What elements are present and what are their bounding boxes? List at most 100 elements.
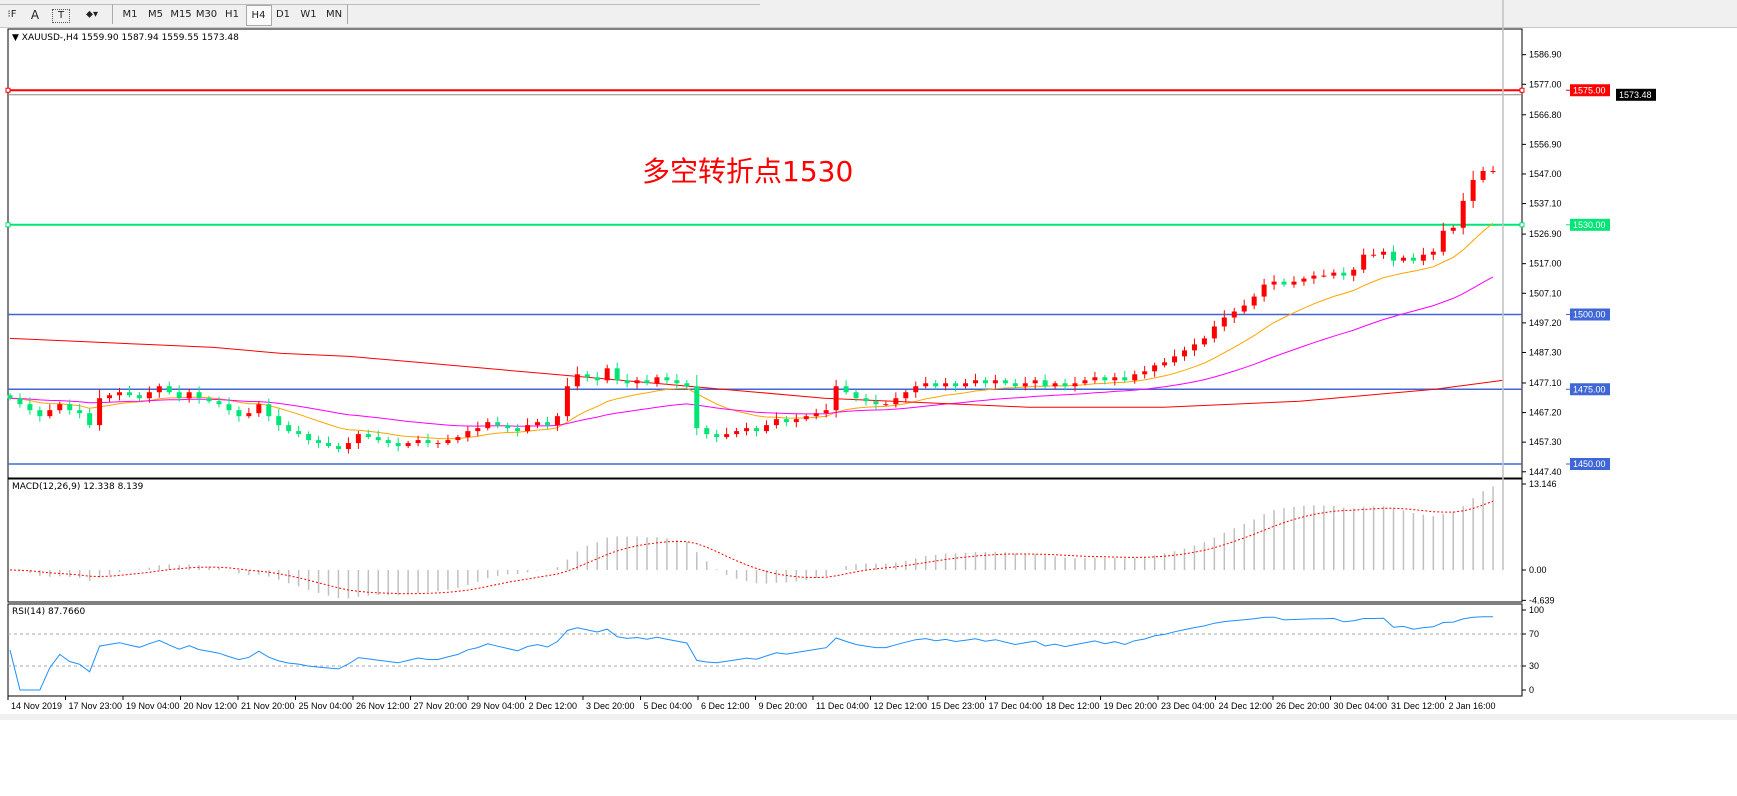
timeframe-m1[interactable]: M1 [122,9,138,20]
candle[interactable] [624,373,630,388]
candle[interactable] [1341,267,1347,280]
candle[interactable] [1371,248,1377,258]
candle[interactable] [196,386,202,404]
candle[interactable] [455,434,461,444]
candle[interactable] [763,420,769,434]
candle[interactable] [1301,276,1307,286]
candle[interactable] [604,364,610,384]
candle[interactable] [286,421,292,434]
candle[interactable] [47,404,53,419]
candle[interactable] [953,381,959,392]
timeframe-mn[interactable]: MN [325,9,343,20]
candle[interactable] [783,415,789,427]
candle[interactable] [634,376,640,389]
candle[interactable] [574,366,580,391]
timeframe-d1[interactable]: D1 [275,9,291,20]
candle[interactable] [475,421,481,437]
candle[interactable] [1181,346,1187,361]
candle[interactable] [963,378,969,389]
candle[interactable] [355,430,361,449]
timeframe-m5[interactable]: M5 [148,9,163,20]
candle[interactable] [166,381,172,395]
candle[interactable] [226,397,232,415]
candle[interactable] [1191,338,1197,356]
candle[interactable] [67,399,73,415]
candle[interactable] [734,427,740,438]
candle[interactable] [1102,375,1108,385]
candle[interactable] [744,422,750,436]
candle[interactable] [873,394,879,410]
candle[interactable] [982,376,988,388]
candle[interactable] [515,423,521,437]
timeframe-h4[interactable]: H4 [245,5,272,26]
candle[interactable] [773,412,779,429]
candle[interactable] [654,374,660,387]
candle[interactable] [694,375,700,436]
candle[interactable] [276,408,282,431]
candle[interactable] [256,401,262,417]
candle[interactable] [1241,299,1247,314]
candle[interactable] [1142,365,1148,379]
candle[interactable] [1062,378,1068,391]
candle[interactable] [1002,378,1008,386]
candle[interactable] [554,413,560,431]
candle[interactable] [664,372,670,385]
candle[interactable] [335,442,341,453]
candle[interactable] [57,401,63,414]
candle[interactable] [1092,371,1098,384]
candle[interactable] [1251,293,1257,310]
candle[interactable] [1271,275,1277,290]
candle[interactable] [943,377,949,391]
candle[interactable] [923,376,929,389]
collapse-triangle-icon[interactable]: ▼ [12,33,19,43]
candle[interactable] [1281,278,1287,287]
candle[interactable] [863,393,869,406]
candle[interactable] [813,408,819,420]
chart-canvas[interactable]: 1586.90 1577.00 1566.80 1556.90 1547.00 1537.… [0,0,1737,714]
candle[interactable] [1082,376,1088,386]
candle[interactable] [1211,320,1217,343]
candle[interactable] [823,403,829,418]
candle[interactable] [1072,376,1078,392]
level-handle[interactable] [1519,222,1525,228]
candle[interactable] [1032,376,1038,389]
candle[interactable] [395,437,401,452]
candle[interactable] [266,398,272,422]
candle[interactable] [1052,381,1058,390]
candle[interactable] [1321,269,1327,278]
arrows-icon[interactable]: ⬥▾ [85,9,99,20]
candle[interactable] [246,407,252,419]
candle[interactable] [754,425,759,437]
candle[interactable] [1311,271,1317,284]
candle[interactable] [1430,248,1436,260]
candle[interactable] [365,429,371,440]
candle[interactable] [1420,247,1426,266]
candle[interactable] [405,440,411,449]
candle[interactable] [1470,170,1476,208]
candle[interactable] [465,426,471,442]
candle[interactable] [1410,253,1416,264]
candle[interactable] [1201,335,1207,347]
candle[interactable] [176,385,182,402]
candle[interactable] [97,389,103,431]
candle[interactable] [1172,349,1178,366]
candle[interactable] [156,383,162,398]
candle[interactable] [236,406,242,422]
level-handle[interactable] [5,222,11,228]
candle[interactable] [425,433,431,448]
candle[interactable] [126,385,132,398]
candle[interactable] [644,374,650,386]
candle[interactable] [216,396,222,408]
candle[interactable] [843,380,849,395]
candle[interactable] [1122,370,1128,383]
candle[interactable] [525,418,531,434]
candle[interactable] [326,436,332,449]
candle[interactable] [1361,248,1367,273]
text-label-icon[interactable]: T [52,9,70,23]
candle[interactable] [186,388,192,403]
candle[interactable] [674,373,680,389]
candle[interactable] [724,427,730,440]
candle[interactable] [1112,372,1118,386]
candle[interactable] [933,379,939,390]
candle[interactable] [1042,374,1048,389]
